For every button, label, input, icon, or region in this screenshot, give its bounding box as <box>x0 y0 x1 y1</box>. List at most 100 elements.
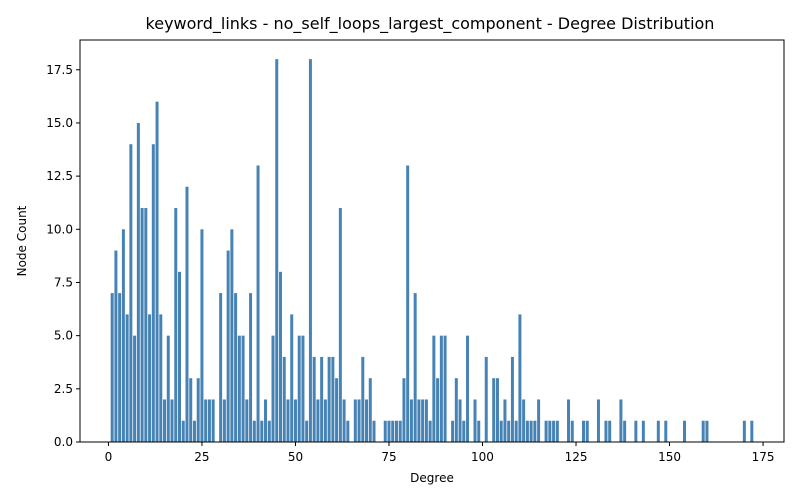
bar-degree-50 <box>293 399 297 442</box>
bar-degree-117 <box>544 420 548 442</box>
bar-degree-154 <box>683 420 686 442</box>
bar-degree-62 <box>338 208 342 442</box>
y-tick-label: 17.5 <box>46 63 73 77</box>
bar-degree-90 <box>443 335 447 442</box>
bar-degree-34 <box>234 293 238 442</box>
bar-degree-3 <box>118 293 122 442</box>
bar-degree-78 <box>398 420 402 442</box>
y-tick-label: 12.5 <box>46 169 73 183</box>
bar-degree-109 <box>514 420 518 442</box>
bar-degree-40 <box>256 165 260 443</box>
bar-degree-46 <box>279 271 282 442</box>
bar-degree-70 <box>368 378 372 442</box>
bar-degree-47 <box>282 356 286 442</box>
bar-degree-67 <box>357 399 361 442</box>
bar-degree-124 <box>570 420 574 442</box>
bar-degree-92 <box>451 420 455 442</box>
bar-degree-27 <box>207 399 211 442</box>
bar-degree-115 <box>537 399 541 442</box>
bar-degree-17 <box>170 399 174 442</box>
bar-degree-131 <box>596 399 600 442</box>
bar-degree-64 <box>346 420 350 442</box>
bar-degree-11 <box>148 314 152 442</box>
bar-degree-57 <box>320 356 324 442</box>
bar-degree-28 <box>211 399 215 442</box>
bar-degree-38 <box>249 293 253 442</box>
bar-degree-79 <box>402 378 406 442</box>
y-tick-label: 15.0 <box>46 116 73 130</box>
y-tick-label: 0.0 <box>54 435 73 449</box>
bar-degree-81 <box>409 399 413 442</box>
bar-degree-94 <box>458 399 462 442</box>
x-axis-label: Degree <box>410 471 454 485</box>
x-tick-label: 100 <box>471 450 494 464</box>
bars-group <box>110 59 754 443</box>
bar-degree-43 <box>267 420 271 442</box>
bar-degree-127 <box>582 420 585 442</box>
bar-degree-120 <box>555 420 559 442</box>
bar-degree-99 <box>477 420 481 442</box>
bar-degree-110 <box>518 314 522 442</box>
bar-degree-63 <box>342 399 346 442</box>
bar-degree-172 <box>750 420 754 442</box>
bar-degree-59 <box>327 356 331 442</box>
bar-degree-60 <box>331 356 335 442</box>
bar-degree-69 <box>365 399 369 442</box>
bar-degree-31 <box>222 399 226 442</box>
x-tick-label: 50 <box>288 450 303 464</box>
x-tick-label: 0 <box>105 450 113 464</box>
bar-degree-138 <box>623 420 627 442</box>
bar-degree-13 <box>155 101 159 443</box>
bar-degree-149 <box>664 420 668 442</box>
bar-degree-77 <box>394 420 398 442</box>
bar-degree-1 <box>110 293 114 442</box>
bar-degree-55 <box>312 356 316 442</box>
y-axis-ticks: 0.0 2.5 5.0 7.5 10.0 12.5 15.0 17.5 <box>46 63 80 449</box>
bar-degree-6 <box>129 144 133 442</box>
bar-degree-33 <box>230 229 234 442</box>
bar-degree-93 <box>454 378 458 442</box>
bar-degree-12 <box>151 144 155 442</box>
bar-degree-143 <box>641 420 645 442</box>
y-tick-label: 7.5 <box>54 275 73 289</box>
bar-degree-49 <box>290 314 294 442</box>
bar-degree-76 <box>391 420 395 442</box>
bar-degree-108 <box>510 356 514 442</box>
bar-degree-80 <box>406 165 410 443</box>
bar-degree-42 <box>264 399 268 442</box>
bar-degree-7 <box>133 335 137 442</box>
bar-degree-141 <box>634 420 638 442</box>
bar-degree-88 <box>436 378 440 442</box>
bar-degree-14 <box>159 314 163 442</box>
bar-degree-56 <box>316 399 320 442</box>
bar-degree-119 <box>552 420 556 442</box>
bar-degree-32 <box>226 250 230 442</box>
bar-degree-52 <box>301 335 305 442</box>
bar-degree-9 <box>140 208 144 442</box>
bar-degree-147 <box>656 420 660 442</box>
bar-degree-101 <box>484 356 488 442</box>
bar-degree-83 <box>417 399 421 442</box>
bar-degree-22 <box>189 378 193 442</box>
bar-degree-61 <box>335 378 339 442</box>
plot-area-frame <box>79 39 785 443</box>
bar-degree-137 <box>619 399 623 442</box>
x-axis-ticks: 0 25 50 75 100 125 150 175 <box>105 442 775 464</box>
x-tick-label: 175 <box>752 450 775 464</box>
bar-degree-45 <box>275 59 279 442</box>
bar-degree-160 <box>705 420 709 442</box>
bar-degree-159 <box>701 420 705 442</box>
bar-degree-133 <box>604 420 608 442</box>
bar-degree-113 <box>529 420 533 442</box>
bar-degree-104 <box>495 378 499 442</box>
bar-degree-39 <box>252 420 256 442</box>
bar-degree-85 <box>424 399 428 442</box>
bar-degree-36 <box>241 335 245 442</box>
bar-degree-8 <box>136 122 140 442</box>
bar-degree-4 <box>121 229 125 442</box>
bar-degree-105 <box>499 420 503 442</box>
bar-degree-53 <box>305 420 309 442</box>
bar-degree-89 <box>439 335 443 442</box>
bar-degree-86 <box>428 420 432 442</box>
bar-degree-95 <box>462 420 466 442</box>
